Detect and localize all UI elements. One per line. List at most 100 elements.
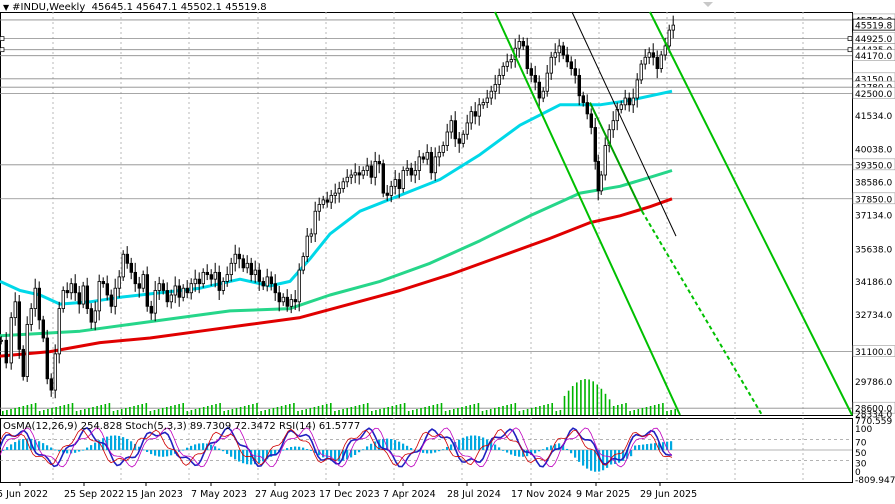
- volume-bar: [649, 406, 652, 415]
- candle: [509, 54, 513, 69]
- price-tick-label: 42500.0: [855, 90, 892, 100]
- osma-bar: [266, 450, 269, 460]
- level-handle: [0, 36, 5, 41]
- volume-bar: [399, 404, 402, 415]
- candle: [659, 50, 663, 73]
- osma-bar: [518, 450, 521, 457]
- price-label-box: [852, 87, 895, 99]
- oscillator-tick-label: 70: [855, 439, 867, 449]
- candle: [173, 276, 177, 304]
- moving-average-line: [0, 197, 673, 358]
- osma-bar: [166, 450, 169, 457]
- volume-bar: [342, 409, 344, 415]
- candle: [113, 278, 117, 315]
- candle: [541, 87, 545, 103]
- osma-bar: [186, 447, 189, 450]
- volume-bar: [383, 408, 385, 415]
- candle: [453, 111, 457, 147]
- volume-bar: [22, 406, 25, 415]
- osma-bar: [114, 435, 117, 450]
- volume-bar: [235, 408, 238, 415]
- osma-bar: [598, 450, 601, 472]
- osma-bar: [78, 450, 81, 452]
- volume-bar: [166, 407, 168, 415]
- osma-bar: [130, 441, 133, 450]
- candle: [65, 282, 69, 299]
- osma-bar: [262, 450, 265, 462]
- candle: [105, 275, 109, 301]
- candle: [301, 252, 305, 275]
- volume-bar: [555, 411, 558, 415]
- oscillator-line: [0, 427, 673, 468]
- candle: [325, 191, 329, 208]
- dropdown-triangle-icon[interactable]: ▼: [3, 3, 10, 12]
- volume-bar: [231, 409, 234, 415]
- volume-bar: [161, 408, 164, 415]
- volume-bar: [346, 408, 348, 415]
- volume-bar: [494, 408, 496, 415]
- candle: [557, 39, 561, 63]
- osma-bar: [578, 450, 581, 462]
- osma-bar: [118, 435, 121, 450]
- osma-bar: [642, 444, 645, 450]
- volume-bar: [284, 405, 287, 415]
- volume-bar: [112, 411, 115, 415]
- candle: [671, 15, 675, 39]
- price-label-box: [852, 345, 895, 357]
- volume-bar: [272, 408, 275, 415]
- volume-bar: [129, 407, 131, 415]
- volume-bar: [362, 404, 365, 415]
- osma-bar: [402, 443, 405, 450]
- volume-bar: [137, 405, 139, 415]
- osma-bar: [302, 447, 305, 450]
- volume-bar: [567, 390, 570, 415]
- volume-bar: [190, 410, 193, 415]
- price-tick-label: 31100.0: [855, 348, 892, 358]
- osma-bar: [386, 438, 389, 450]
- candle: [585, 94, 589, 120]
- volume-bar: [227, 410, 230, 415]
- volume-bar: [104, 404, 107, 415]
- candle: [635, 73, 639, 108]
- volume-bar: [182, 403, 184, 415]
- volume-bar: [625, 403, 627, 415]
- osma-bar: [570, 450, 573, 454]
- candle: [205, 264, 209, 281]
- osma-bar: [534, 450, 537, 454]
- volume-bar: [133, 406, 135, 415]
- volume-bar: [600, 388, 603, 415]
- price-tick-label: 37134.0: [855, 211, 892, 221]
- osma-bar: [494, 444, 497, 450]
- candle: [281, 293, 285, 306]
- volume-bar: [596, 384, 599, 415]
- osma-bar: [306, 449, 309, 450]
- osma-bar: [666, 441, 669, 450]
- osma-bar: [614, 450, 617, 464]
- volume-bar: [477, 403, 480, 415]
- volume-bar: [202, 407, 205, 415]
- candle: [607, 124, 611, 153]
- candle: [93, 301, 97, 331]
- osma-bar: [98, 440, 101, 450]
- date-tick-label: 25 Sep 2022: [64, 489, 124, 500]
- level-handle: [847, 36, 853, 41]
- osma-bar: [18, 440, 21, 450]
- candle: [353, 163, 357, 184]
- volume-bar: [481, 411, 484, 415]
- volume-bar: [502, 406, 504, 415]
- candle: [117, 270, 121, 298]
- date-tick-label: 7 Apr 2024: [383, 489, 436, 500]
- candle: [125, 246, 129, 269]
- candle: [381, 159, 385, 198]
- volume-bar: [522, 410, 525, 415]
- osma-bar: [106, 436, 109, 450]
- candle: [101, 277, 105, 288]
- volume-bar: [473, 404, 476, 415]
- volume-bar: [453, 409, 455, 415]
- volume-bar: [576, 382, 578, 415]
- osma-bar: [246, 450, 249, 465]
- osma-bar: [214, 446, 217, 450]
- osma-bar: [282, 449, 285, 451]
- osma-bar: [422, 450, 425, 453]
- candle: [209, 269, 213, 286]
